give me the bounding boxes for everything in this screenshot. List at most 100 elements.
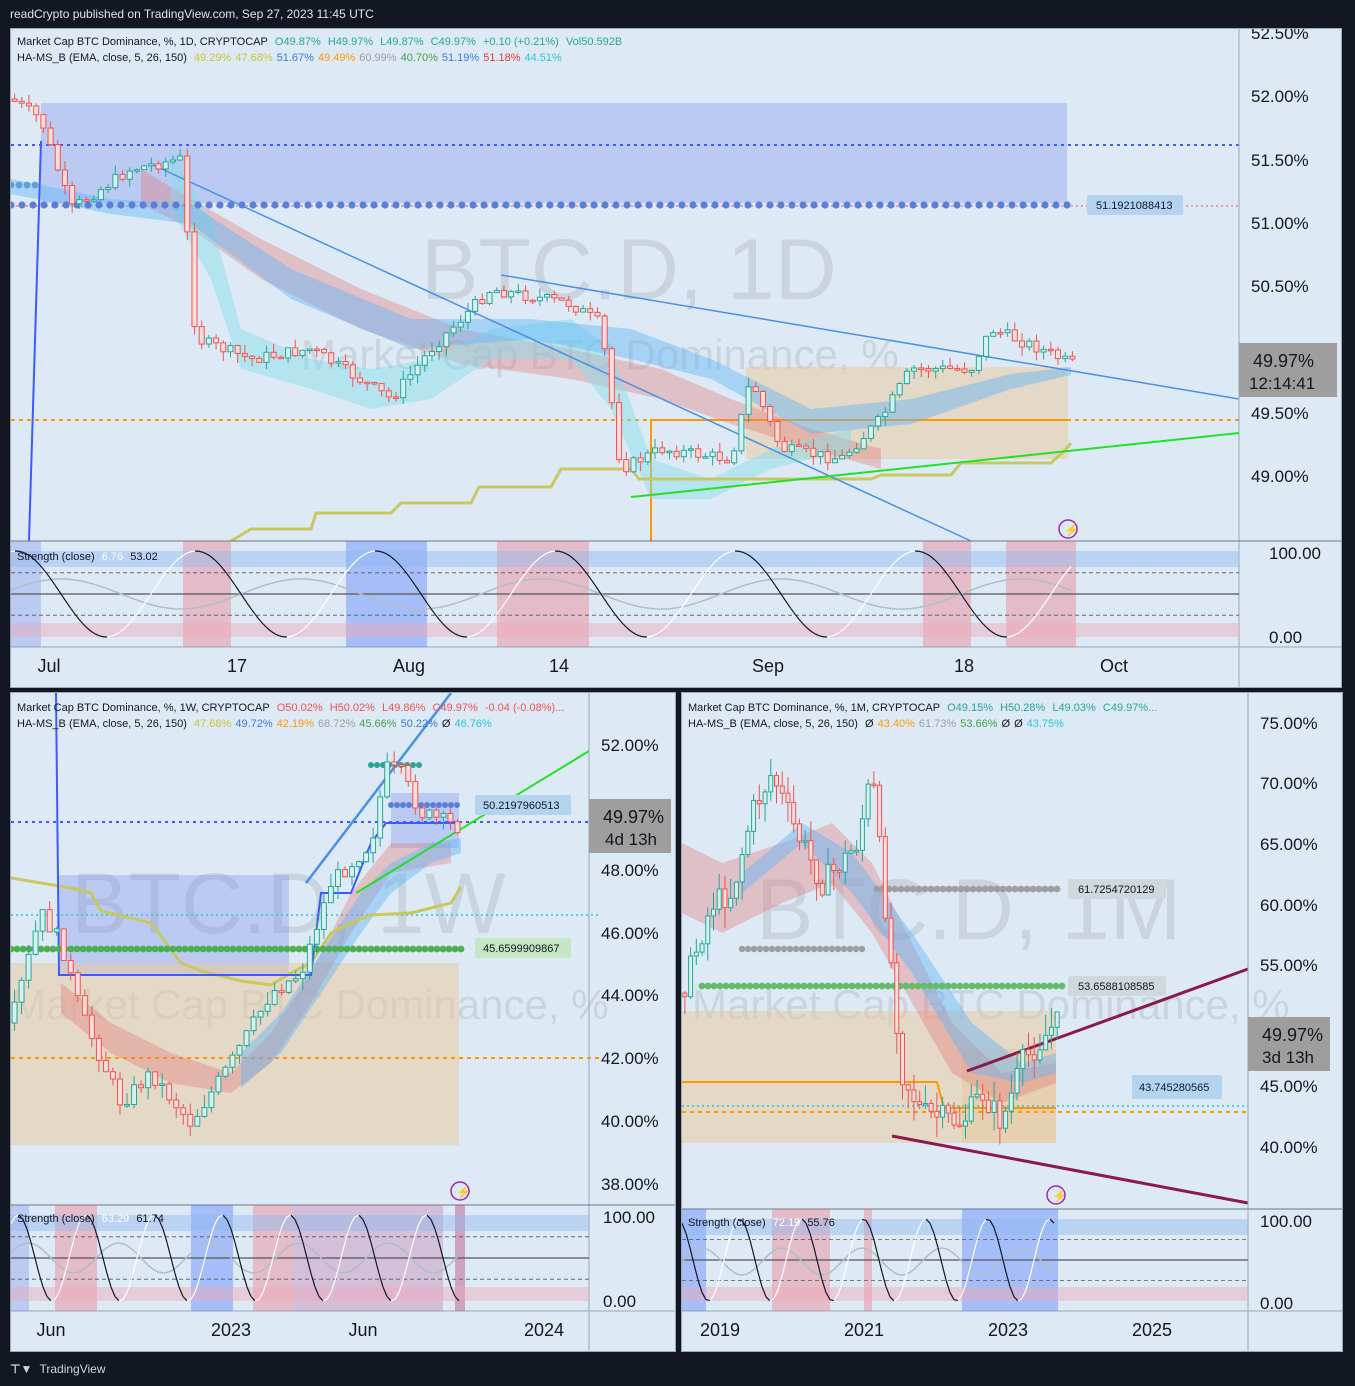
candle-body [682, 992, 688, 998]
candle-body [405, 765, 412, 782]
chart-panel-monthly[interactable]: BTC.D, 1M Market Cap BTC Dominance, % 53… [681, 692, 1343, 1352]
level-dot [601, 201, 609, 209]
strength-line [857, 1219, 863, 1226]
candle-body [652, 447, 659, 454]
strength-line [378, 550, 384, 553]
candle-body [292, 978, 299, 982]
strength-line [726, 551, 732, 554]
level-dot [85, 945, 93, 953]
level-label-box [1087, 195, 1183, 215]
strength-line [821, 1279, 827, 1293]
candle-body [327, 886, 334, 904]
candle-body [229, 1054, 236, 1068]
strength-line [790, 608, 796, 615]
level-dot [992, 982, 1000, 990]
candle-body [762, 791, 768, 805]
candle-body [709, 451, 716, 458]
level-dot [951, 885, 959, 893]
strength-line [630, 630, 636, 635]
time-tick: Sep [752, 656, 784, 676]
level-dot [103, 945, 111, 953]
candle-body [155, 163, 162, 170]
level-dot [439, 945, 447, 953]
strength-line [290, 1214, 296, 1220]
chart-panel-daily[interactable]: BTC.D, 1D Market Cap BTC Dominance, % 51… [10, 28, 1342, 688]
indicator-value: 49.49% [317, 52, 356, 64]
candle-body [819, 882, 825, 896]
strength-line [230, 1228, 236, 1243]
level-dot [535, 201, 543, 209]
price-axis[interactable]: 75.00% 70.00% 65.00% 60.00% 55.00% 45.00% 40.0… [1260, 714, 1318, 1157]
strength-line [50, 578, 56, 586]
candle-body [334, 869, 341, 888]
level-dot [31, 181, 39, 189]
candle-body [644, 452, 651, 463]
ema-band-red [682, 823, 1056, 1103]
strength-line [294, 1219, 300, 1230]
strength-line [849, 1236, 855, 1252]
event-icon[interactable] [1046, 1185, 1066, 1205]
event-icon[interactable] [450, 1181, 470, 1201]
level-dot [876, 201, 884, 209]
strength-line [1033, 1243, 1039, 1261]
indicator-values: Ø 43.40% 61.73% 53.66% Ø Ø 43.75% [865, 718, 1068, 730]
time-tick: 2025 [1132, 1320, 1172, 1340]
strength-line [358, 1214, 364, 1220]
time-axis[interactable]: 2019 2021 2023 2025 [700, 1320, 1172, 1340]
strength-line [302, 1242, 308, 1259]
candle-body [608, 348, 615, 404]
strength-line [905, 1259, 911, 1277]
strength-line [354, 557, 360, 563]
strength-line [418, 1216, 424, 1224]
level-dot [37, 945, 45, 953]
strength-line [162, 570, 168, 577]
chart-panel-weekly[interactable]: BTC.D, 1W Market Cap BTC Dominance, % 50… [10, 692, 676, 1352]
strength-line [294, 632, 300, 636]
strength-line [814, 633, 820, 637]
candle-body [888, 917, 894, 964]
weekly-chart-canvas[interactable]: BTC.D, 1W Market Cap BTC Dominance, % 50… [11, 693, 676, 1352]
strength-legend: Strength (close) 63.29 61.74 [17, 1211, 168, 1227]
level-label-2: 45.6599909867 [483, 943, 559, 955]
strength-line [410, 578, 416, 586]
price-tick: 40.00% [1260, 1138, 1318, 1157]
strength-name: Strength (close) [17, 1213, 95, 1225]
level-dot [95, 201, 103, 209]
level-dot [590, 201, 598, 209]
strength-line [774, 584, 780, 592]
daily-chart-canvas[interactable]: BTC.D, 1D Market Cap BTC Dominance, % 51… [11, 29, 1342, 688]
strength-line [662, 625, 668, 631]
candle-body [198, 326, 205, 345]
strength-line [302, 625, 308, 631]
strength-line [114, 632, 120, 636]
monthly-chart-canvas[interactable]: BTC.D, 1M Market Cap BTC Dominance, % 53… [682, 693, 1343, 1352]
strength-line [1062, 570, 1068, 577]
level-label-box-3 [1132, 1075, 1222, 1099]
time-axis[interactable]: Jul 17 Aug 14 Sep 18 Oct [37, 656, 1128, 676]
level-dot [62, 201, 70, 209]
strength-line [930, 556, 936, 561]
time-tick: Jun [36, 1320, 65, 1340]
price-axis[interactable]: 52.00% 48.00% 46.00% 44.00% 42.00% 40.00% 38.0… [601, 736, 659, 1194]
level-dot [704, 982, 712, 990]
strength-line [246, 602, 252, 610]
level-dot [442, 802, 448, 808]
level-dot [678, 201, 686, 209]
candle-body [234, 345, 241, 354]
level-dot [782, 982, 790, 990]
event-icon[interactable] [1058, 519, 1078, 539]
price-axis[interactable]: 52.50% 52.00% 51.50% 51.00% 50.50% 49.50% 49.0… [1251, 29, 1309, 486]
level-dot [1041, 201, 1049, 209]
strength-line [374, 1257, 380, 1274]
strength-line [1005, 1272, 1011, 1287]
candle-body [808, 840, 814, 861]
candles [11, 93, 1076, 476]
strength-line [941, 1264, 947, 1281]
strength-line [386, 553, 392, 558]
candle-body [443, 332, 450, 348]
strength-line [985, 1218, 991, 1221]
candle-body [60, 928, 67, 962]
strength-line [446, 1273, 452, 1288]
time-axis[interactable]: Jun 2023 Jun 2024 [36, 1320, 564, 1340]
candle-body [722, 888, 728, 909]
